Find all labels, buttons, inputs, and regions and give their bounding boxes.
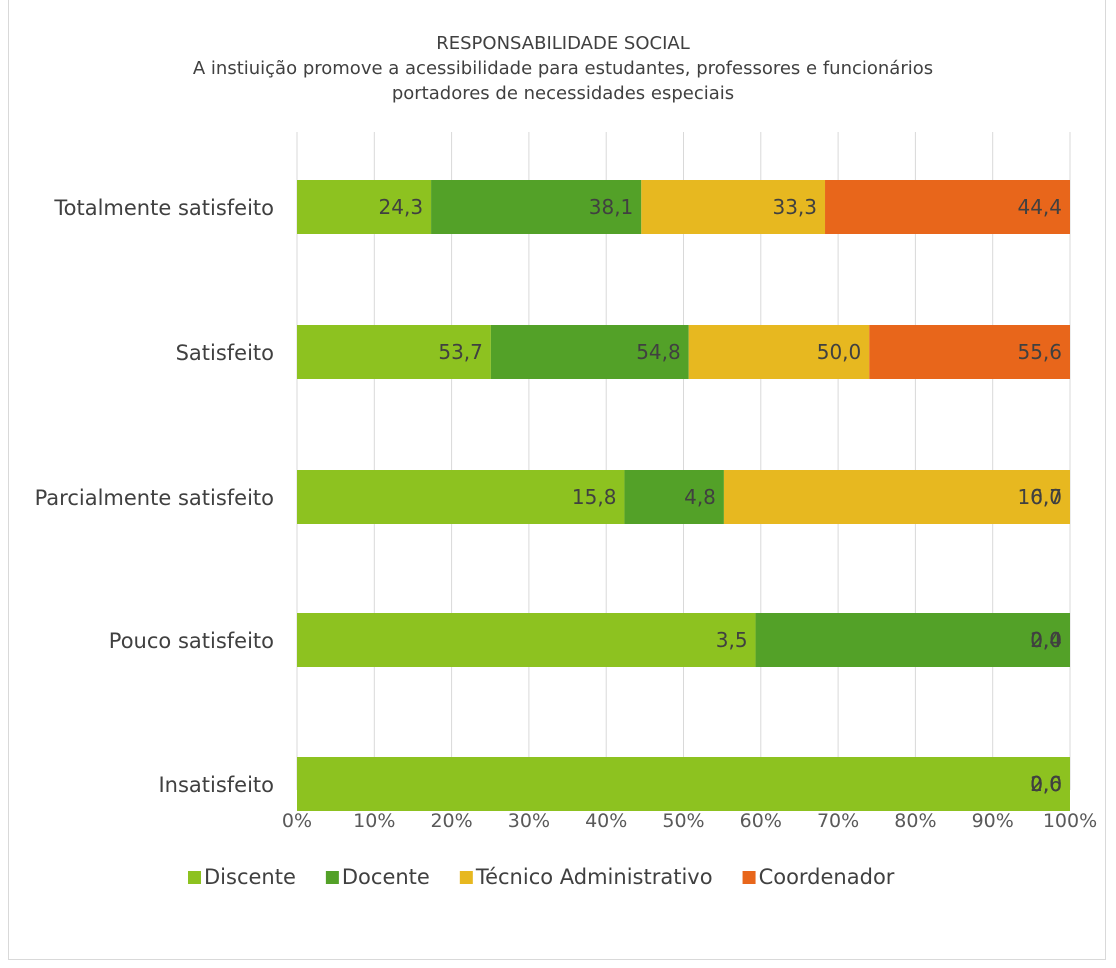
data-label: 33,3 (772, 195, 817, 219)
bar-segment (624, 470, 724, 524)
x-tick-label: 20% (430, 810, 472, 832)
bar-segment (869, 325, 1070, 379)
legend-label: Técnico Administrativo (475, 865, 713, 889)
bar-segment (297, 613, 756, 667)
bar-segment (297, 470, 625, 524)
bar-segment (641, 180, 826, 234)
data-label: 0,0 (1030, 485, 1062, 509)
bars (297, 180, 1070, 811)
data-label: 55,6 (1017, 340, 1062, 364)
data-label: 2,4 (1030, 628, 1062, 652)
category-axis: Totalmente satisfeito Satisfeito Parcialme… (35, 196, 274, 797)
x-tick-label: 40% (585, 810, 627, 832)
data-label: 2,6 (1030, 772, 1062, 796)
data-label: 3,5 (716, 628, 748, 652)
bar-segment (297, 757, 1070, 811)
data-label: 0,0 (1030, 628, 1062, 652)
x-tick-label: 30% (508, 810, 550, 832)
chart-title-line-1: RESPONSABILIDADE SOCIAL (436, 33, 690, 54)
legend-item: Coordenador (742, 865, 895, 889)
legend-item: Docente (325, 865, 430, 889)
bar-segment (825, 180, 1070, 234)
data-label: 38,1 (589, 195, 634, 219)
data-label: 24,3 (379, 195, 424, 219)
bar-segment (431, 180, 642, 234)
x-tick-label: 50% (662, 810, 704, 832)
legend: Discente Docente Técnico Administrativo Coo… (188, 865, 895, 889)
bar-segment (723, 470, 1070, 524)
category-label: Insatisfeito (158, 773, 274, 797)
x-tick-label: 100% (1043, 810, 1097, 832)
data-label: 15,8 (572, 485, 617, 509)
legend-swatch (325, 871, 339, 884)
chart-title: RESPONSABILIDADE SOCIAL A instiuição pro… (193, 33, 933, 104)
data-label: 4,8 (684, 485, 716, 509)
bar-segment (297, 180, 432, 234)
legend-label: Docente (342, 865, 430, 889)
data-label: 0,0 (1030, 628, 1062, 652)
category-label: Pouco satisfeito (109, 629, 274, 653)
x-tick-label: 60% (740, 810, 782, 832)
bar-segment (688, 325, 870, 379)
value-axis: 0% 10% 20% 30% 40% 50% 60% 70% 80% 90% 100% (282, 810, 1097, 832)
chart-title-line-2: A instiuição promove a acessibilidade pa… (193, 58, 933, 79)
x-tick-label: 10% (353, 810, 395, 832)
bar-segment (297, 325, 491, 379)
data-label: 44,4 (1017, 195, 1062, 219)
x-tick-label: 80% (894, 810, 936, 832)
data-label: 50,0 (817, 340, 862, 364)
x-tick-label: 0% (282, 810, 312, 832)
legend-swatch (188, 871, 201, 884)
bar-segment (490, 325, 689, 379)
legend-label: Coordenador (759, 865, 895, 889)
x-tick-label: 90% (972, 810, 1014, 832)
legend-item: Discente (188, 865, 296, 889)
chart-frame (8, 0, 1106, 960)
category-label: Satisfeito (176, 341, 274, 365)
legend-item: Técnico Administrativo (459, 865, 713, 889)
data-label: 0,0 (1030, 772, 1062, 796)
legend-swatch (459, 871, 473, 884)
gridlines (296, 132, 1071, 790)
x-tick-label: 70% (817, 810, 859, 832)
bar-segment (755, 613, 1070, 667)
data-label: 0,0 (1030, 772, 1062, 796)
data-label: 16,7 (1017, 485, 1062, 509)
chart-title-line-3: portadores de necessidades especiais (392, 83, 734, 104)
legend-swatch (742, 871, 756, 884)
legend-label: Discente (204, 865, 296, 889)
data-label: 0,0 (1030, 772, 1062, 796)
category-label: Parcialmente satisfeito (35, 486, 274, 510)
data-label: 53,7 (438, 340, 483, 364)
data-label: 54,8 (636, 340, 681, 364)
data-labels: 24,3 38,1 33,3 44,4 53,7 54,8 50,0 55,6 15,8 4,8 1… (379, 195, 1062, 796)
category-label: Totalmente satisfeito (53, 196, 274, 220)
